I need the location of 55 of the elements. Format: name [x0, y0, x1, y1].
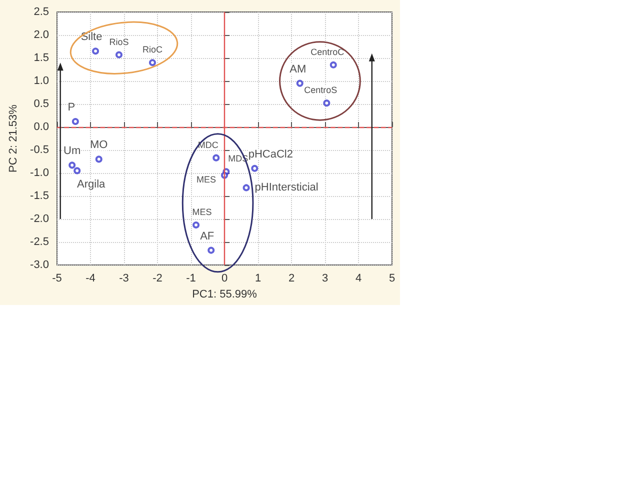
- y-axis-title: PC 2: 21.53%: [8, 104, 20, 172]
- y-tick-label: 1.0: [34, 75, 49, 87]
- y-tick-label: 2.0: [34, 29, 49, 41]
- text: MES: [192, 206, 212, 217]
- x-tick-label: 2: [288, 272, 295, 284]
- text: pHIntersticial: [254, 182, 318, 194]
- y-tick-label: 0.5: [34, 98, 49, 110]
- x-tick-label: -1: [186, 272, 196, 284]
- x-tick-label: 0: [221, 272, 228, 284]
- point: [68, 162, 76, 169]
- point: [212, 154, 220, 162]
- y-tick-label: -3.0: [30, 259, 49, 271]
- text: AF: [200, 230, 214, 242]
- point: [74, 167, 81, 174]
- point: [115, 51, 122, 58]
- point: [72, 118, 79, 125]
- point: [330, 61, 337, 68]
- x-tick-label: -2: [152, 272, 162, 284]
- text: Um: [64, 145, 81, 158]
- text: Silte: [80, 31, 102, 44]
- text: RioC: [142, 44, 162, 55]
- y-tick-label: 0.0: [34, 121, 49, 133]
- point: [242, 184, 250, 192]
- point: [95, 156, 102, 163]
- y-tick-label: -2.0: [30, 213, 49, 225]
- y-tick-label: 2.5: [34, 6, 49, 18]
- y-tick-label: -2.5: [30, 236, 49, 248]
- x-tick-label: 5: [388, 272, 396, 284]
- point: [296, 80, 304, 87]
- y-tick-label: -1.0: [30, 167, 49, 179]
- text: Argila: [77, 178, 106, 191]
- x-axis-title: PC1: 55.99%: [192, 288, 258, 300]
- point: [208, 246, 215, 254]
- point: [323, 100, 330, 107]
- x-tick-label: 1: [254, 272, 262, 284]
- point: [251, 164, 258, 172]
- text: RioS: [109, 36, 129, 47]
- point: [192, 221, 200, 228]
- text: CentroS: [304, 85, 338, 96]
- text: AM: [290, 63, 306, 76]
- text: CentroC: [310, 46, 344, 57]
- point: [92, 48, 100, 55]
- x-tick-label: -3: [119, 272, 129, 284]
- x-tick-label: 3: [322, 272, 328, 284]
- y-tick-label: -1.5: [30, 190, 49, 202]
- text: MES: [196, 174, 216, 184]
- text: MO: [90, 139, 108, 152]
- y-tick-label: -0.5: [30, 144, 49, 156]
- x-tick-label: 4: [355, 272, 362, 284]
- point: [148, 59, 156, 66]
- text: P: [68, 101, 76, 114]
- x-tick-label: -5: [52, 272, 62, 284]
- text: pHCaCl2: [248, 148, 293, 160]
- x-tick-label: -4: [86, 272, 96, 284]
- y-tick-label: 1.5: [34, 52, 49, 64]
